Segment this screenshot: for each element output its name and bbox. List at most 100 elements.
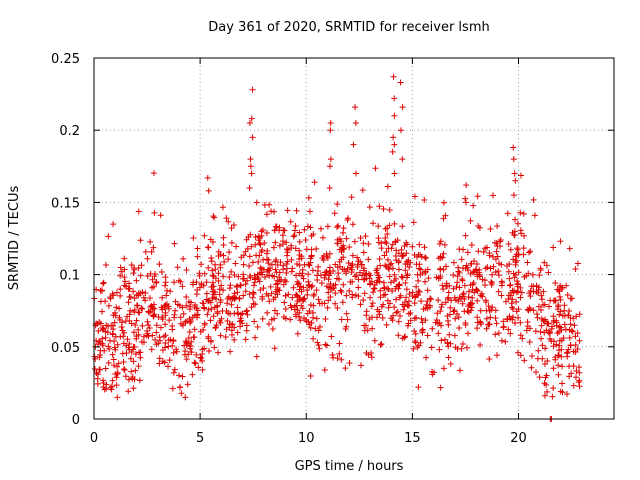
data-point xyxy=(272,223,279,230)
data-point xyxy=(117,292,124,299)
data-point xyxy=(576,383,583,390)
data-point xyxy=(336,350,343,357)
data-point xyxy=(493,320,500,327)
data-point xyxy=(370,289,377,296)
data-point xyxy=(193,279,200,286)
data-point xyxy=(320,256,327,263)
data-point xyxy=(403,286,410,293)
data-point xyxy=(315,327,322,334)
data-point xyxy=(514,220,521,227)
data-point xyxy=(231,271,238,278)
data-point xyxy=(140,339,147,346)
data-point xyxy=(113,382,120,389)
data-point xyxy=(509,304,516,311)
data-point xyxy=(430,369,437,376)
data-point xyxy=(183,266,190,273)
data-point xyxy=(330,354,337,361)
data-point xyxy=(252,275,259,282)
data-point xyxy=(437,384,444,391)
data-point xyxy=(110,292,117,299)
data-point xyxy=(125,299,132,306)
data-point xyxy=(290,233,297,240)
data-point xyxy=(529,271,536,278)
y-axis-label: SRMTID / TECUs xyxy=(7,186,22,291)
data-point xyxy=(321,366,328,373)
data-point xyxy=(384,231,391,238)
data-point xyxy=(283,239,290,246)
data-point xyxy=(133,277,140,284)
data-point xyxy=(294,330,301,337)
data-point xyxy=(200,282,207,289)
data-point xyxy=(187,299,194,306)
data-point xyxy=(366,204,373,211)
data-point xyxy=(395,250,402,257)
data-point xyxy=(272,258,279,265)
data-point xyxy=(354,264,361,271)
data-point xyxy=(195,364,202,371)
data-point xyxy=(384,183,391,190)
data-point xyxy=(205,348,212,355)
data-point xyxy=(257,264,264,271)
data-point xyxy=(145,321,152,328)
data-point xyxy=(444,317,451,324)
data-point xyxy=(307,259,314,266)
data-point xyxy=(243,327,250,334)
data-point xyxy=(247,156,254,163)
data-point xyxy=(177,320,184,327)
data-point xyxy=(568,370,575,377)
data-point xyxy=(271,227,278,234)
data-point xyxy=(252,233,259,240)
data-point xyxy=(455,314,462,321)
data-point xyxy=(454,311,461,318)
data-point xyxy=(267,283,274,290)
data-point xyxy=(382,262,389,269)
data-point xyxy=(532,328,539,335)
data-point xyxy=(123,350,130,357)
data-point xyxy=(349,261,356,268)
data-point xyxy=(489,271,496,278)
data-point xyxy=(465,267,472,274)
data-point xyxy=(191,326,198,333)
data-point xyxy=(283,269,290,276)
data-point xyxy=(200,300,207,307)
data-point xyxy=(572,333,579,340)
data-point xyxy=(95,371,101,378)
data-point xyxy=(287,316,294,323)
data-point xyxy=(535,347,542,354)
data-point xyxy=(495,272,502,279)
data-point xyxy=(365,270,372,277)
data-point xyxy=(186,328,193,335)
data-point xyxy=(144,330,151,337)
data-point xyxy=(151,209,158,216)
data-point xyxy=(467,270,474,277)
x-tick-label: 20 xyxy=(510,431,527,446)
data-point xyxy=(399,253,406,260)
data-point xyxy=(459,276,466,283)
data-point xyxy=(327,156,334,163)
data-point xyxy=(454,273,461,280)
data-point xyxy=(317,225,324,232)
data-point xyxy=(219,307,226,314)
data-point xyxy=(111,319,118,326)
data-point xyxy=(360,297,367,304)
data-point xyxy=(415,277,422,284)
data-point xyxy=(541,380,548,387)
data-point xyxy=(167,288,174,295)
data-point xyxy=(543,262,550,269)
data-point xyxy=(128,262,135,269)
data-point xyxy=(113,289,120,296)
data-point xyxy=(489,192,496,199)
data-point xyxy=(208,254,215,261)
data-point xyxy=(172,298,179,305)
data-point xyxy=(144,255,151,262)
data-point xyxy=(218,282,225,289)
data-point xyxy=(363,322,370,329)
data-point xyxy=(536,374,543,381)
data-point xyxy=(497,243,504,250)
data-point xyxy=(199,358,206,365)
data-point xyxy=(488,279,495,286)
data-point xyxy=(148,302,155,309)
data-point xyxy=(511,170,518,177)
data-point xyxy=(169,342,176,349)
data-point xyxy=(135,309,142,316)
